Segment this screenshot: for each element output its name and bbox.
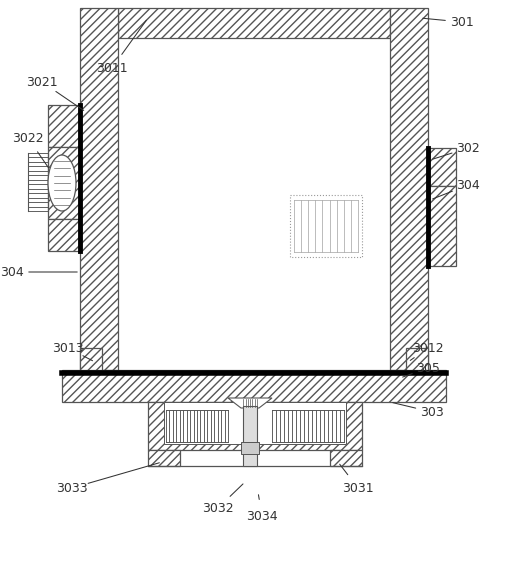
Bar: [48, 147, 80, 219]
Text: 305: 305: [416, 361, 440, 374]
Bar: [243, 406, 257, 466]
Text: 3012: 3012: [412, 341, 444, 354]
Bar: [428, 148, 456, 186]
Bar: [80, 8, 118, 370]
Bar: [62, 370, 446, 402]
Text: 304: 304: [0, 266, 24, 278]
Text: 3013: 3013: [52, 341, 84, 354]
Bar: [148, 450, 180, 466]
Bar: [148, 402, 362, 450]
Bar: [48, 105, 80, 147]
Bar: [164, 402, 346, 444]
Bar: [290, 195, 362, 257]
Text: 3011: 3011: [96, 61, 128, 75]
Text: 3022: 3022: [12, 131, 44, 145]
Text: 3021: 3021: [26, 76, 58, 89]
Text: 302: 302: [456, 142, 480, 155]
Bar: [241, 442, 259, 454]
Bar: [80, 348, 102, 370]
Bar: [330, 450, 362, 466]
Bar: [428, 186, 456, 266]
Ellipse shape: [48, 155, 76, 211]
Polygon shape: [228, 398, 272, 408]
Text: 304: 304: [456, 179, 480, 192]
Text: 301: 301: [450, 15, 474, 28]
Text: 3032: 3032: [202, 501, 234, 514]
Bar: [406, 348, 428, 370]
Text: 3034: 3034: [246, 509, 278, 522]
Text: 303: 303: [420, 406, 444, 419]
Text: 3031: 3031: [342, 481, 374, 494]
Text: 3033: 3033: [56, 481, 88, 494]
Bar: [118, 8, 390, 38]
Bar: [48, 219, 80, 251]
Bar: [390, 8, 428, 370]
